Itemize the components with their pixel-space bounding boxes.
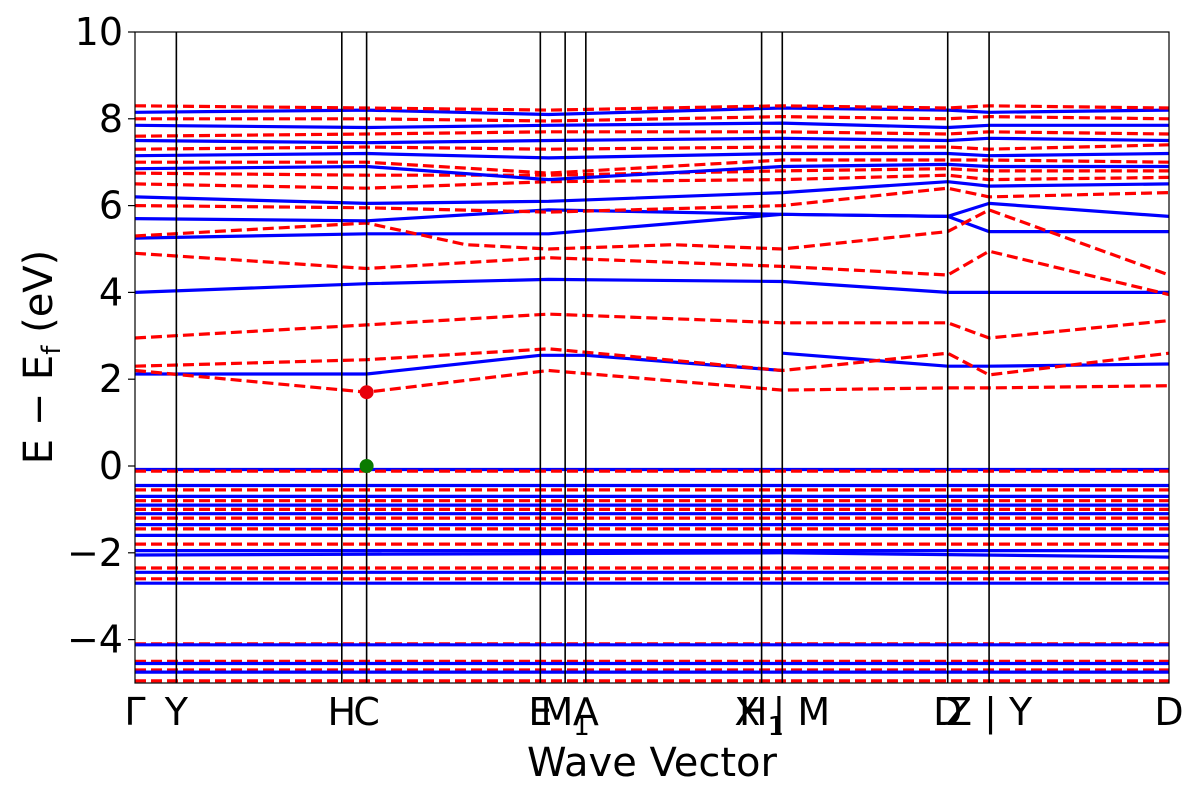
y-axis-label-subscript: f bbox=[37, 345, 67, 355]
marker-layer bbox=[359, 385, 374, 473]
band-line-8 bbox=[135, 208, 1169, 277]
y-tick-label: 4 bbox=[99, 270, 123, 314]
vbm-marker bbox=[359, 459, 374, 473]
x-tick-label: D bbox=[933, 690, 962, 734]
band-line-39 bbox=[135, 551, 1169, 559]
band-line-5 bbox=[135, 277, 1169, 294]
x-tick-label: Y bbox=[164, 690, 189, 734]
series-layer bbox=[135, 104, 1169, 683]
plot-frame bbox=[134, 31, 1170, 684]
kpoint-divider-layer bbox=[175, 32, 990, 683]
x-tick-label: Z | Y bbox=[946, 690, 1033, 735]
band-line-20 bbox=[135, 121, 1169, 130]
x-tick-label: C bbox=[353, 690, 380, 734]
band-line-21 bbox=[135, 115, 1169, 123]
band-line-4 bbox=[135, 312, 1169, 340]
x-tick-label: H1 bbox=[739, 690, 784, 742]
y-axis-label-main: E − E bbox=[16, 355, 62, 465]
y-axis-label: E − Ef (eV) bbox=[16, 250, 67, 465]
x-tick-label: E bbox=[528, 690, 552, 734]
y-tick-label: 8 bbox=[99, 97, 123, 141]
band-line-19 bbox=[135, 130, 1169, 138]
x-tick-label: D bbox=[1154, 690, 1183, 734]
band-line-11 bbox=[135, 180, 1169, 205]
y-tick-label: 0 bbox=[99, 444, 123, 488]
band-line-18 bbox=[135, 136, 1169, 145]
x-tick-label: X | M bbox=[734, 690, 830, 735]
y-tick-label: 2 bbox=[99, 357, 123, 401]
x-tick-label: M1 bbox=[540, 690, 589, 742]
y-axis: −4 −2 0 2 4 6 8 10 bbox=[67, 10, 135, 662]
y-tick-label: 10 bbox=[75, 10, 123, 54]
x-tick-label: A bbox=[573, 690, 599, 734]
band-line-16 bbox=[135, 151, 1169, 160]
x-tick-label: H bbox=[328, 690, 357, 734]
cbm-marker bbox=[359, 385, 374, 400]
x-tick-label: Γ bbox=[124, 690, 145, 734]
y-tick-label: −4 bbox=[67, 618, 123, 662]
y-tick-label: −2 bbox=[67, 531, 123, 575]
y-tick-label: 6 bbox=[99, 184, 123, 228]
y-axis-label-unit: (eV) bbox=[16, 250, 62, 346]
x-axis-label: Wave Vector bbox=[527, 740, 778, 786]
band-line-17 bbox=[135, 143, 1169, 151]
